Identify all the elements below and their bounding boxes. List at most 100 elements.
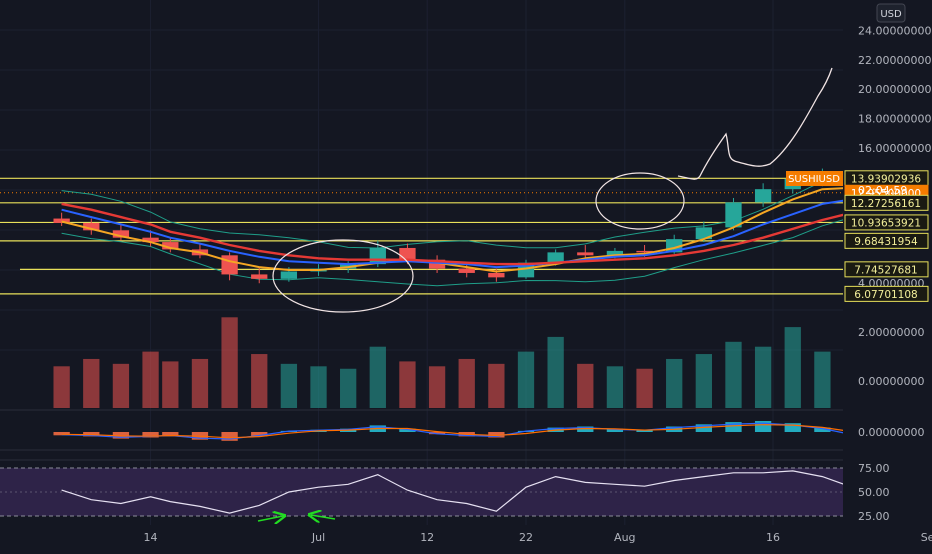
macd-histogram-bar	[695, 424, 712, 432]
volume-bar	[83, 358, 100, 408]
price-axis-label: 2.00000000	[858, 326, 924, 339]
candle-body[interactable]	[221, 255, 238, 275]
candle-body[interactable]	[577, 252, 594, 256]
volume-bar	[142, 351, 159, 408]
candle-body[interactable]	[636, 250, 653, 253]
time-axis-label: 22	[519, 531, 533, 544]
volume-bar	[666, 358, 683, 408]
moving-average-line	[61, 198, 932, 269]
level-label: 6.07701108	[854, 289, 917, 301]
candle-body[interactable]	[251, 274, 268, 279]
time-axis-label: 14	[144, 531, 158, 544]
macd-histogram-bar	[784, 423, 801, 432]
volume-bar	[251, 354, 268, 408]
volume-bar	[369, 346, 386, 408]
symbol-badge: SUSHIUSD	[788, 174, 840, 185]
candle-body[interactable]	[399, 247, 416, 260]
volume-bar	[221, 317, 238, 408]
candle-body[interactable]	[83, 222, 100, 231]
level-labels: 13.9390293612.9550000012.2725616110.9365…	[844, 170, 929, 302]
moving-average-line	[61, 186, 932, 273]
candle-body[interactable]	[458, 268, 475, 273]
volume-bar	[725, 341, 742, 408]
macd-histogram-bar	[162, 432, 179, 437]
macd-histogram-bar	[221, 432, 238, 441]
macd-histogram-bar	[428, 432, 446, 435]
level-label: 7.74527681	[854, 264, 917, 276]
macd-histogram-bar	[488, 432, 505, 438]
volume-bar	[636, 368, 653, 408]
annotation-ellipse-september	[595, 172, 685, 230]
symbol-badge-box	[786, 171, 843, 186]
candle-body[interactable]	[547, 252, 564, 263]
level-label: 13.93902936	[851, 173, 921, 185]
level-label: 12.27256161	[851, 198, 921, 210]
time-axis-label: 16	[766, 531, 780, 544]
price-axis[interactable]: 24.00000000 22.00000000 20.00000000 18.0000…	[858, 24, 931, 523]
price-axis-label: 18.00000000	[858, 113, 931, 126]
volume-bar	[695, 354, 712, 408]
macd-histogram-bar	[725, 422, 742, 432]
volume-bar	[310, 366, 327, 408]
candle-body[interactable]	[606, 250, 624, 256]
time-axis-label: Jul	[311, 531, 325, 544]
time-axis-label: Aug	[614, 531, 635, 544]
header-badges: USD SUSHIUSD 02:04:59	[786, 3, 907, 197]
candle-body[interactable]	[754, 189, 772, 203]
candle-body[interactable]	[280, 271, 298, 279]
rsi-arrow-right	[311, 515, 336, 519]
macd-histogram-bar	[577, 426, 594, 432]
rsi-arrow-left	[257, 516, 283, 521]
candle-body[interactable]	[725, 202, 742, 228]
macd-signal-line	[61, 424, 932, 439]
level-label-box	[844, 285, 929, 302]
price-axis-label: 20.00000000	[858, 83, 931, 96]
macd-histogram-bar	[142, 432, 159, 438]
moving-average-line	[61, 202, 932, 266]
time-axis[interactable]: 14Jul1222Aug16Sep13	[144, 531, 932, 544]
price-axis-label: 0.00000000	[858, 375, 924, 388]
bollinger-lower	[61, 215, 932, 287]
bollinger-upper	[61, 175, 932, 249]
price-axis-label: 16.00000000	[858, 142, 931, 155]
level-label: 10.93653921	[851, 217, 921, 229]
currency-badge[interactable]: USD	[880, 9, 902, 20]
price-axis-label: 22.00000000	[858, 54, 931, 67]
volume-bar	[428, 366, 446, 408]
volume-bar	[784, 327, 801, 408]
candle-body[interactable]	[488, 272, 505, 278]
level-label-box	[844, 214, 929, 231]
rsi-band	[0, 467, 843, 517]
level-label-box	[844, 261, 929, 278]
bar-countdown: 02:04:59	[858, 184, 907, 197]
volume-bar	[577, 363, 594, 408]
candle-body[interactable]	[162, 242, 179, 250]
candle-body[interactable]	[428, 259, 446, 269]
price-axis-label: 24.00000000	[858, 24, 931, 37]
volume-bar	[458, 358, 475, 408]
annotations	[257, 67, 833, 521]
volume-bar	[754, 346, 772, 408]
candle-body[interactable]	[112, 230, 130, 238]
rsi-axis-label: 50.00	[858, 486, 890, 499]
macd-histogram-bar	[399, 428, 416, 432]
candle-body[interactable]	[695, 227, 712, 240]
volume-bar	[53, 366, 70, 408]
annotation-ellipse-july	[272, 239, 414, 313]
volume-bar	[280, 363, 298, 408]
macd-histogram-bar	[636, 429, 653, 432]
volume-bars	[53, 317, 932, 408]
rsi-line	[61, 470, 932, 514]
rsi-axis-label: 75.00	[858, 462, 890, 475]
candle-body[interactable]	[53, 218, 70, 223]
macd-histogram-bar	[53, 432, 70, 436]
currency-badge-box[interactable]	[876, 3, 906, 23]
macd-histogram-bar	[754, 421, 772, 432]
volume-bar	[814, 351, 831, 408]
level-label-box	[844, 194, 929, 211]
rsi-axis-label: 25.00	[858, 510, 890, 523]
macd-histogram-bar	[814, 427, 831, 432]
candle-body[interactable]	[142, 237, 159, 243]
